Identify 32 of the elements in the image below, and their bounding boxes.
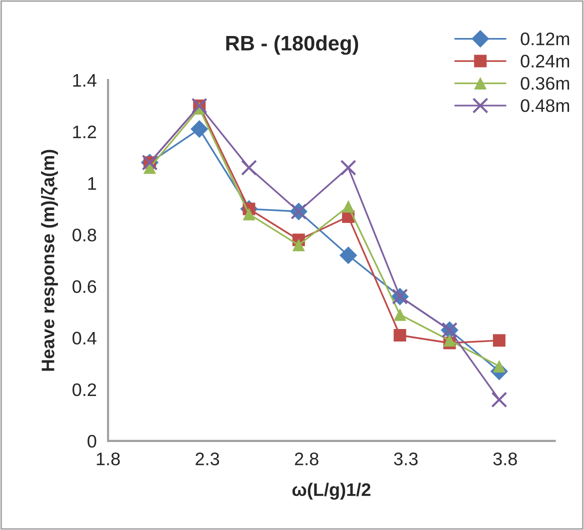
y-tick-label: 0.6	[72, 280, 96, 293]
point	[241, 160, 258, 176]
y-tick-label: 0.8	[72, 228, 96, 242]
point	[340, 160, 356, 176]
x-axis-title: ω(L/g)1/2	[292, 482, 370, 500]
chart-title: RB - (180deg)	[226, 35, 358, 55]
x-tick-label: 2.8	[294, 452, 318, 466]
y-tick-label: 1.4	[73, 74, 96, 87]
y-tick-label: 0.2	[72, 383, 96, 396]
legend-label: 0.48m	[520, 99, 570, 112]
point	[394, 308, 406, 321]
point	[394, 329, 406, 342]
legend-label: 0.24m	[520, 54, 570, 68]
point	[190, 120, 208, 138]
point	[492, 334, 506, 347]
y-tick-label: 0	[88, 434, 96, 448]
point	[443, 334, 456, 347]
point	[292, 238, 305, 252]
point	[242, 208, 256, 220]
point	[491, 392, 508, 408]
point	[339, 246, 358, 264]
y-tick-label: 1.2	[73, 126, 96, 138]
point	[342, 200, 355, 213]
y-tick-label: 1	[88, 177, 96, 190]
x-tick-label: 1.8	[96, 452, 120, 466]
x-tick-label: 3.8	[493, 452, 517, 466]
legend-label: 0.12m	[520, 32, 570, 46]
legend-label: 0.36m	[520, 77, 570, 90]
y-axis-title: Heave response (m)/ζa(m)	[41, 150, 58, 371]
x-tick-label: 2.3	[196, 452, 220, 466]
y-tick-label: 0.4	[72, 332, 96, 345]
x-tick-label: 3.3	[394, 452, 418, 466]
